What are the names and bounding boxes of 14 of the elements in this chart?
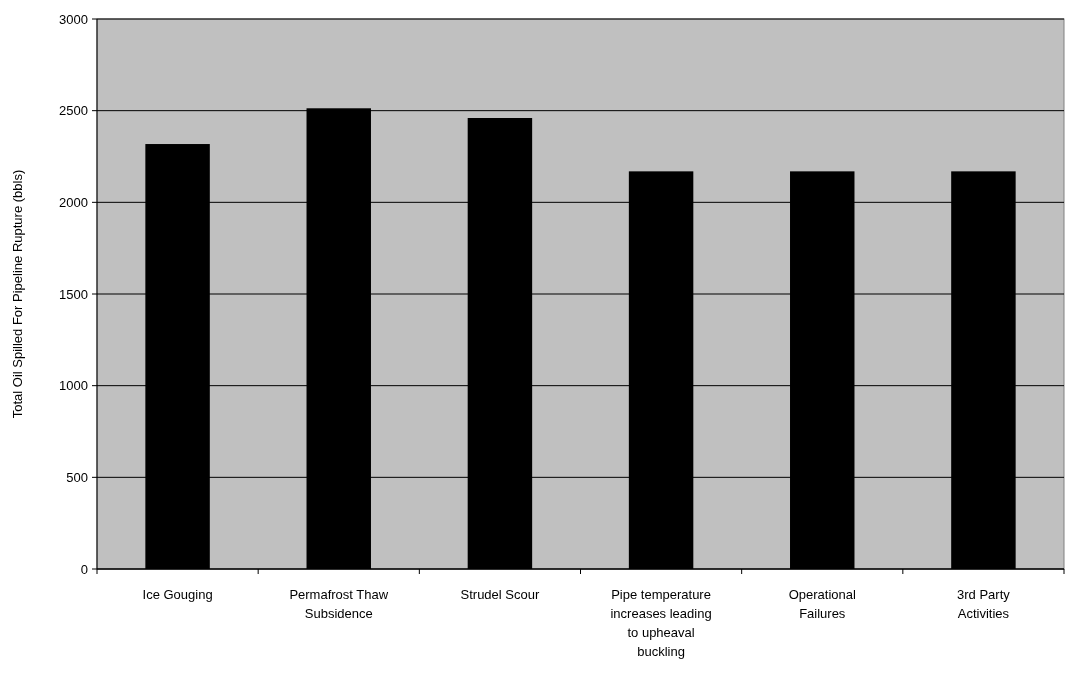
y-tick-label: 500	[66, 469, 88, 485]
x-tick-label: Strudel Scour	[460, 587, 540, 602]
y-tick-label: 3000	[59, 11, 88, 27]
y-tick-label: 1500	[59, 286, 88, 302]
y-tick-label: 2500	[59, 103, 88, 119]
x-tick-label: Ice Gouging	[142, 587, 213, 602]
y-tick-label: 0	[80, 561, 88, 577]
y-tick-label: 1000	[59, 378, 88, 394]
x-tick-label: Operational Failures	[788, 587, 856, 621]
x-tick-label: 3rd Party Activities	[957, 587, 1011, 621]
x-tick-label: Permafrost Thaw Subsidence	[289, 587, 389, 621]
y-tick-label: 2000	[59, 194, 88, 210]
y-axis-title: Total Oil Spilled For Pipeline Rupture (bbls)	[10, 169, 25, 419]
x-tick-label: Pipe temperature increases leading to upheaval buckling	[610, 587, 712, 659]
